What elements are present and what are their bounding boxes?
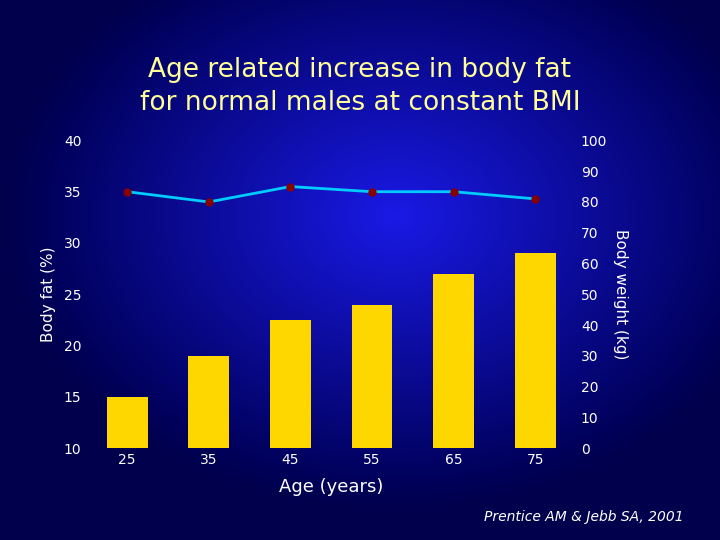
X-axis label: Age (years): Age (years) (279, 478, 383, 496)
Y-axis label: Body weight (kg): Body weight (kg) (613, 229, 628, 360)
Text: Prentice AM & Jebb SA, 2001: Prentice AM & Jebb SA, 2001 (485, 510, 684, 524)
Bar (351, 305, 392, 448)
Bar (433, 274, 474, 448)
Text: Age related increase in body fat
for normal males at constant BMI: Age related increase in body fat for nor… (140, 57, 580, 116)
Bar (107, 397, 148, 448)
Bar (189, 356, 229, 448)
Bar (515, 253, 556, 448)
Bar (270, 320, 311, 448)
Y-axis label: Body fat (%): Body fat (%) (40, 247, 55, 342)
